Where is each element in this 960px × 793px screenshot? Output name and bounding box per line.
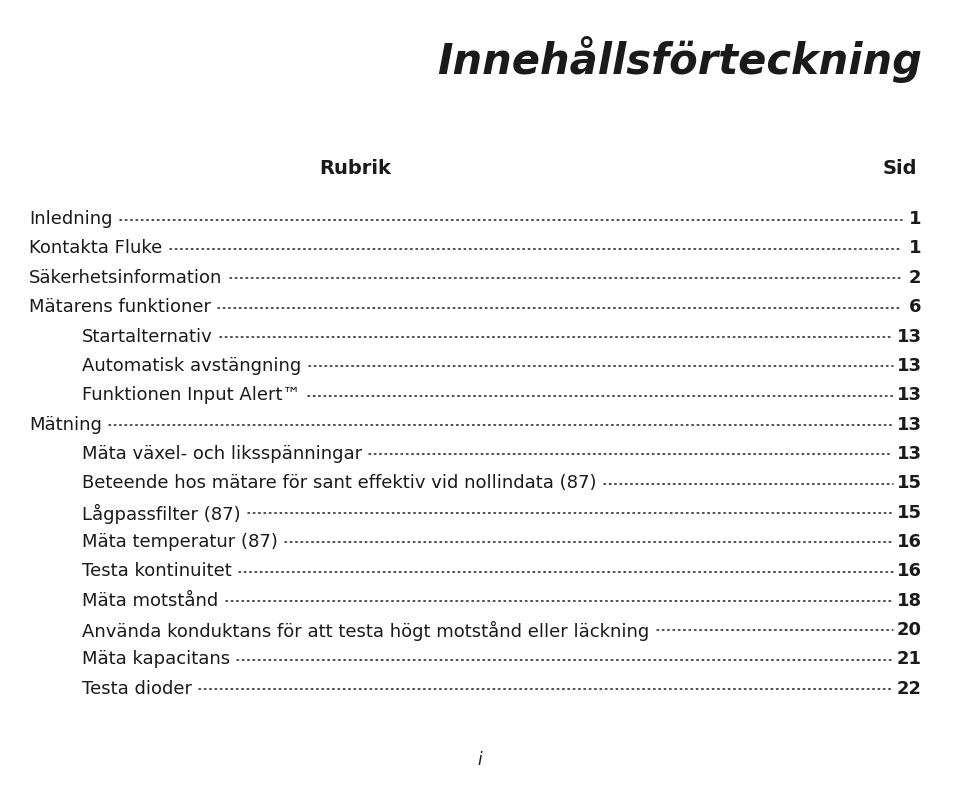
Text: 2: 2 bbox=[909, 269, 922, 287]
Text: Startalternativ: Startalternativ bbox=[82, 328, 212, 346]
Text: 15: 15 bbox=[897, 474, 922, 492]
Text: Sid: Sid bbox=[882, 159, 917, 178]
Text: 22: 22 bbox=[897, 680, 922, 698]
Text: 15: 15 bbox=[897, 504, 922, 522]
Text: 13: 13 bbox=[897, 357, 922, 375]
Text: Funktionen Input Alert™: Funktionen Input Alert™ bbox=[82, 386, 300, 404]
Text: 1: 1 bbox=[909, 210, 922, 228]
Text: 18: 18 bbox=[897, 592, 922, 610]
Text: 1: 1 bbox=[909, 239, 922, 258]
Text: 6: 6 bbox=[909, 298, 922, 316]
Text: 13: 13 bbox=[897, 445, 922, 463]
Text: Mäta temperatur (87): Mäta temperatur (87) bbox=[82, 533, 277, 551]
Text: Beteende hos mätare för sant effektiv vid nollindata (87): Beteende hos mätare för sant effektiv vi… bbox=[82, 474, 596, 492]
Text: Mäta motstånd: Mäta motstånd bbox=[82, 592, 218, 610]
Text: Mäta kapacitans: Mäta kapacitans bbox=[82, 650, 229, 668]
Text: Använda konduktans för att testa högt motstånd eller läckning: Använda konduktans för att testa högt mo… bbox=[82, 621, 649, 641]
Text: Mäta växel- och liksspänningar: Mäta växel- och liksspänningar bbox=[82, 445, 362, 463]
Text: 21: 21 bbox=[897, 650, 922, 668]
Text: Testa dioder: Testa dioder bbox=[82, 680, 192, 698]
Text: 16: 16 bbox=[897, 562, 922, 580]
Text: Mätning: Mätning bbox=[29, 416, 102, 434]
Text: Automatisk avstängning: Automatisk avstängning bbox=[82, 357, 300, 375]
Text: 13: 13 bbox=[897, 416, 922, 434]
Text: i: i bbox=[478, 751, 482, 769]
Text: Rubrik: Rubrik bbox=[320, 159, 391, 178]
Text: Inledning: Inledning bbox=[29, 210, 112, 228]
Text: 13: 13 bbox=[897, 386, 922, 404]
Text: Testa kontinuitet: Testa kontinuitet bbox=[82, 562, 231, 580]
Text: Mätarens funktioner: Mätarens funktioner bbox=[29, 298, 211, 316]
Text: 16: 16 bbox=[897, 533, 922, 551]
Text: Kontakta Fluke: Kontakta Fluke bbox=[29, 239, 162, 258]
Text: Säkerhetsinformation: Säkerhetsinformation bbox=[29, 269, 222, 287]
Text: 20: 20 bbox=[897, 621, 922, 639]
Text: Lågpassfilter (87): Lågpassfilter (87) bbox=[82, 504, 240, 523]
Text: 13: 13 bbox=[897, 328, 922, 346]
Text: Innehållsförteckning: Innehållsförteckning bbox=[437, 36, 922, 82]
